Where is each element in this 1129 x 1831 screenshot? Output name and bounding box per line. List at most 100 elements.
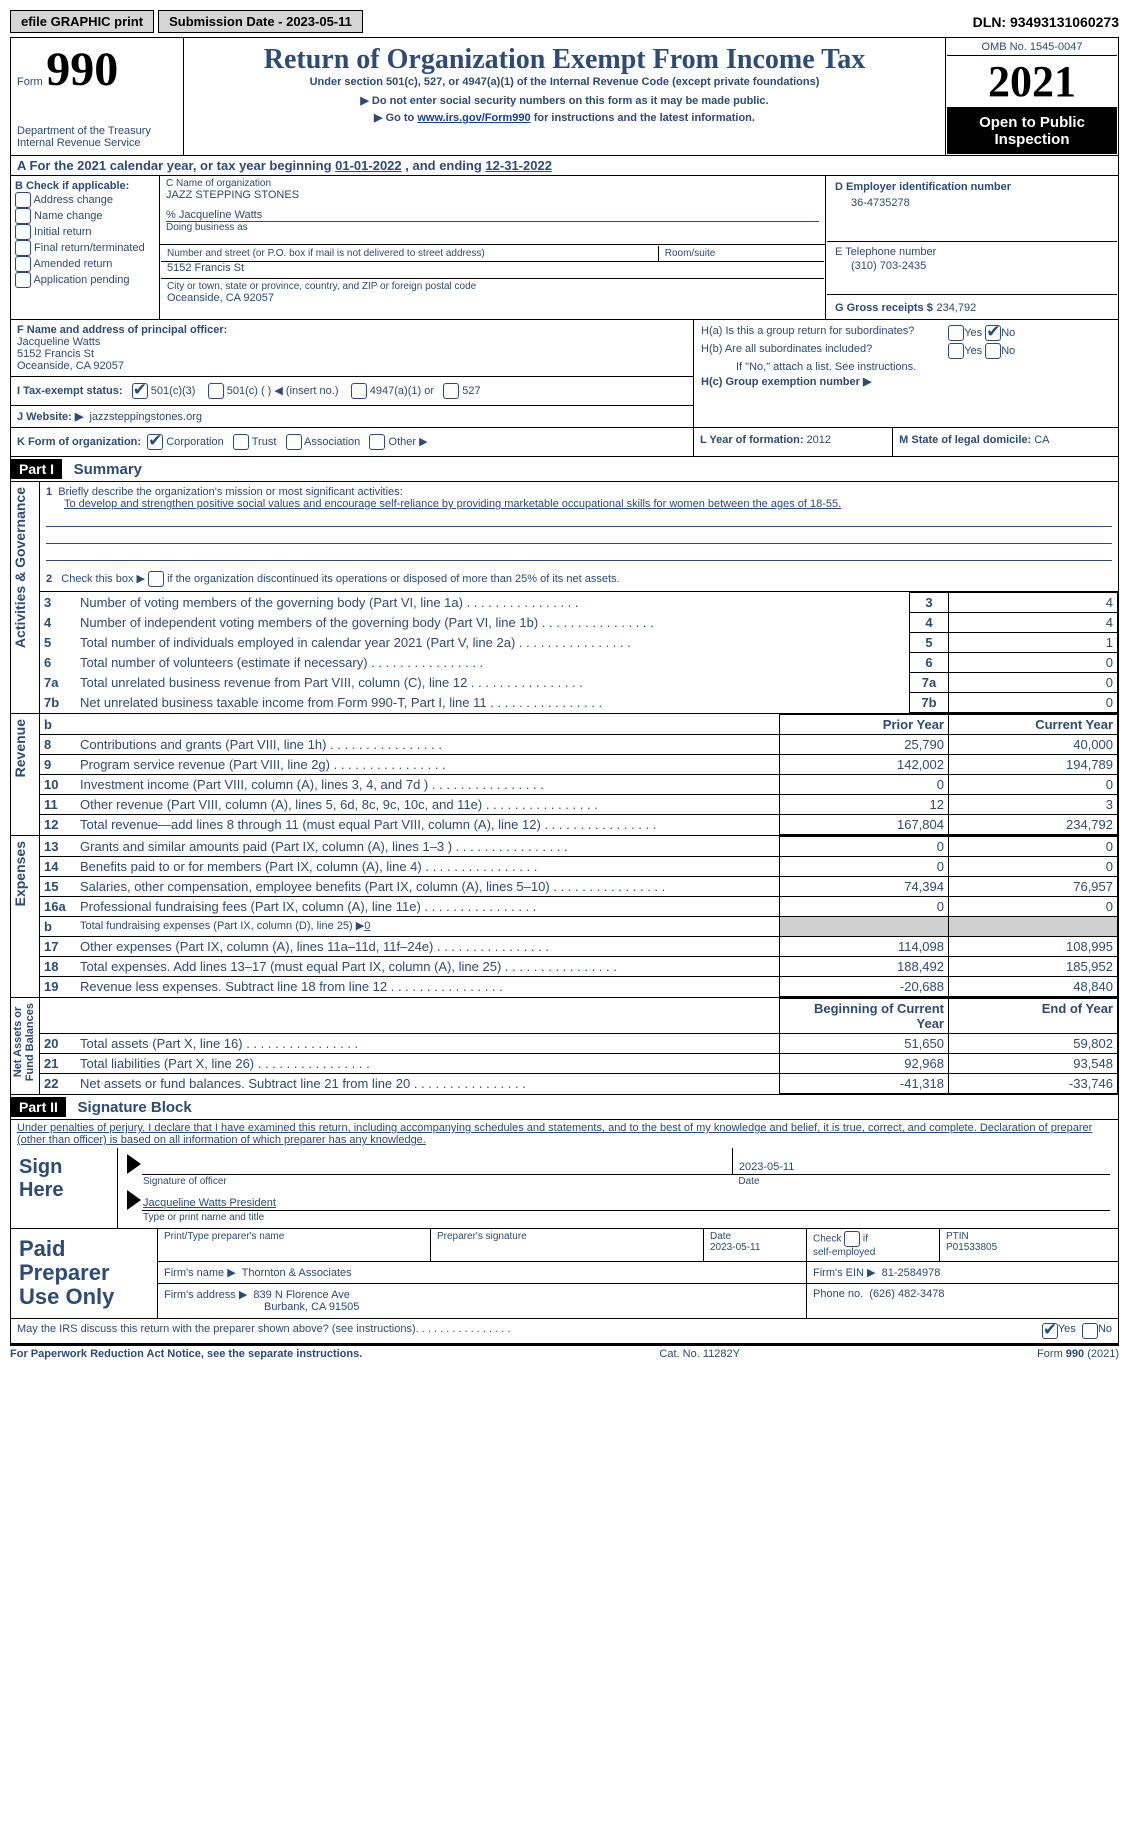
hc-label: H(c) Group exemption number ▶ (700, 374, 1112, 389)
firm-addr1: 839 N Florence Ave (253, 1289, 349, 1301)
i-501c[interactable] (208, 383, 224, 399)
part1-body: Activities & Governance 1 Briefly descri… (10, 482, 1119, 1095)
side-gov: Activities & Governance (12, 483, 28, 652)
side-exp: Expenses (12, 837, 28, 910)
officer-street: 5152 Francis St (17, 348, 687, 360)
form-header: Form 990 Department of the Treasury Inte… (10, 37, 1119, 156)
pp-name-label: Print/Type preparer's name (158, 1229, 431, 1261)
ha-yes[interactable] (948, 325, 964, 341)
dn: No (1098, 1323, 1112, 1339)
l-label: L Year of formation: (700, 434, 807, 446)
org-name: JAZZ STEPPING STONES (166, 189, 819, 201)
i-o2: 501(c) ( ) ◀ (insert no.) (227, 385, 339, 397)
ha-no[interactable] (985, 325, 1001, 341)
typed-label: Type or print name and title (142, 1211, 1110, 1225)
part1-header: Part I Summary (10, 457, 1119, 482)
city: Oceanside, CA 92057 (161, 292, 824, 308)
mission-label: Briefly describe the organization's miss… (58, 486, 402, 498)
b-opt-check[interactable] (15, 224, 31, 240)
pp-self-employed[interactable] (844, 1231, 860, 1247)
b-opt-check[interactable] (15, 208, 31, 224)
submission-date-button[interactable]: Submission Date - 2023-05-11 (158, 10, 363, 33)
b-opt-check[interactable] (15, 192, 31, 208)
perjury: Under penalties of perjury, I declare th… (10, 1120, 1119, 1148)
ptin-label: PTIN (946, 1231, 969, 1242)
irs-link[interactable]: www.irs.gov/Form990 (417, 112, 530, 124)
efile-print-button[interactable]: efile GRAPHIC print (10, 10, 154, 33)
topbar: efile GRAPHIC print Submission Date - 20… (10, 10, 1119, 33)
discuss-yes[interactable] (1042, 1323, 1058, 1339)
a-pre: A For the 2021 calendar year, or tax yea… (17, 158, 335, 173)
part2-header: Part II Signature Block (10, 1095, 1119, 1120)
k-corp[interactable] (147, 434, 163, 450)
footer-mid: Cat. No. 11282Y (659, 1348, 740, 1360)
i-501c3[interactable] (132, 383, 148, 399)
k-assoc[interactable] (286, 434, 302, 450)
b-opt-check[interactable] (15, 272, 31, 288)
form-subtitle: Under section 501(c), 527, or 4947(a)(1)… (190, 76, 939, 88)
na-end-label: End of Year (949, 999, 1118, 1034)
sign-here-label: Sign Here (11, 1148, 118, 1229)
hb-no[interactable] (985, 343, 1001, 359)
firm-name: Thornton & Associates (242, 1267, 352, 1279)
discuss-no[interactable] (1082, 1323, 1098, 1339)
h-note: If "No," attach a list. See instructions… (700, 360, 1112, 374)
side-na: Net Assets or Fund Balances (12, 999, 36, 1085)
ha-label: H(a) Is this a group return for subordin… (700, 324, 947, 342)
line2-check[interactable] (148, 571, 164, 587)
pp-phone-label: Phone no. (813, 1288, 863, 1300)
footer: For Paperwork Reduction Act Notice, see … (10, 1344, 1119, 1362)
dy: Yes (1058, 1323, 1076, 1339)
omb-label: OMB No. 1545-0047 (947, 39, 1117, 56)
k-o2: Trust (252, 436, 277, 448)
ptin: P01533805 (946, 1242, 997, 1253)
i-527[interactable] (443, 383, 459, 399)
hb-yes[interactable] (948, 343, 964, 359)
dba-label: Doing business as (166, 222, 819, 233)
form-title: Return of Organization Exempt From Incom… (190, 44, 939, 76)
note-link: ▶ Go to www.irs.gov/Form990 for instruct… (190, 111, 939, 124)
c-name-label: C Name of organization (166, 178, 819, 189)
mission: To develop and strengthen positive socia… (46, 498, 1112, 510)
gross-receipts: 234,792 (936, 302, 976, 314)
b-opt-check[interactable] (15, 240, 31, 256)
footer-left: For Paperwork Reduction Act Notice, see … (10, 1348, 362, 1360)
yes2: Yes (964, 345, 982, 357)
k-other[interactable] (369, 434, 385, 450)
note2-pre: ▶ Go to (374, 112, 417, 124)
f-label: F Name and address of principal officer: (17, 324, 687, 336)
entity-block: B Check if applicable: Address change Na… (10, 176, 1119, 320)
pp-sig-label: Preparer's signature (431, 1229, 704, 1261)
na-begin-label: Beginning of Current Year (780, 999, 949, 1034)
part1-title: Summary (66, 461, 142, 478)
arrow-icon (127, 1154, 141, 1174)
sig-date: 2023-05-11 (732, 1148, 1110, 1175)
officer-city: Oceanside, CA 92057 (17, 360, 687, 372)
discuss-label: May the IRS discuss this return with the… (17, 1323, 416, 1339)
website: jazzsteppingstones.org (89, 411, 202, 423)
i-o3: 4947(a)(1) or (370, 385, 434, 397)
footer-right: Form 990 (2021) (1037, 1348, 1119, 1360)
k-trust[interactable] (233, 434, 249, 450)
hb-label: H(b) Are all subordinates included? (700, 342, 947, 360)
arrow-icon-2 (127, 1190, 141, 1210)
i-label: I Tax-exempt status: (17, 385, 123, 397)
note-ssn: ▶ Do not enter social security numbers o… (190, 94, 939, 107)
street: 5152 Francis St (161, 262, 824, 279)
city-label: City or town, state or province, country… (161, 279, 824, 293)
l-val: 2012 (807, 434, 831, 446)
d-label: D Employer identification number (835, 181, 1109, 193)
part2-tag: Part II (11, 1097, 66, 1117)
b-opt-check[interactable] (15, 256, 31, 272)
m-label: M State of legal domicile: (899, 434, 1034, 446)
line-a: A For the 2021 calendar year, or tax yea… (10, 156, 1119, 176)
sig-date-label: Date (732, 1175, 1110, 1189)
g-label: G Gross receipts $ (835, 302, 933, 314)
i-4947[interactable] (351, 383, 367, 399)
fhij-block: F Name and address of principal officer:… (10, 320, 1119, 428)
a-begin: 01-01-2022 (335, 158, 402, 173)
pp-date-label: Date (710, 1231, 731, 1242)
k-o3: Association (304, 436, 360, 448)
k-o4: Other ▶ (389, 436, 428, 448)
firm-addr2: Burbank, CA 91505 (164, 1301, 359, 1313)
